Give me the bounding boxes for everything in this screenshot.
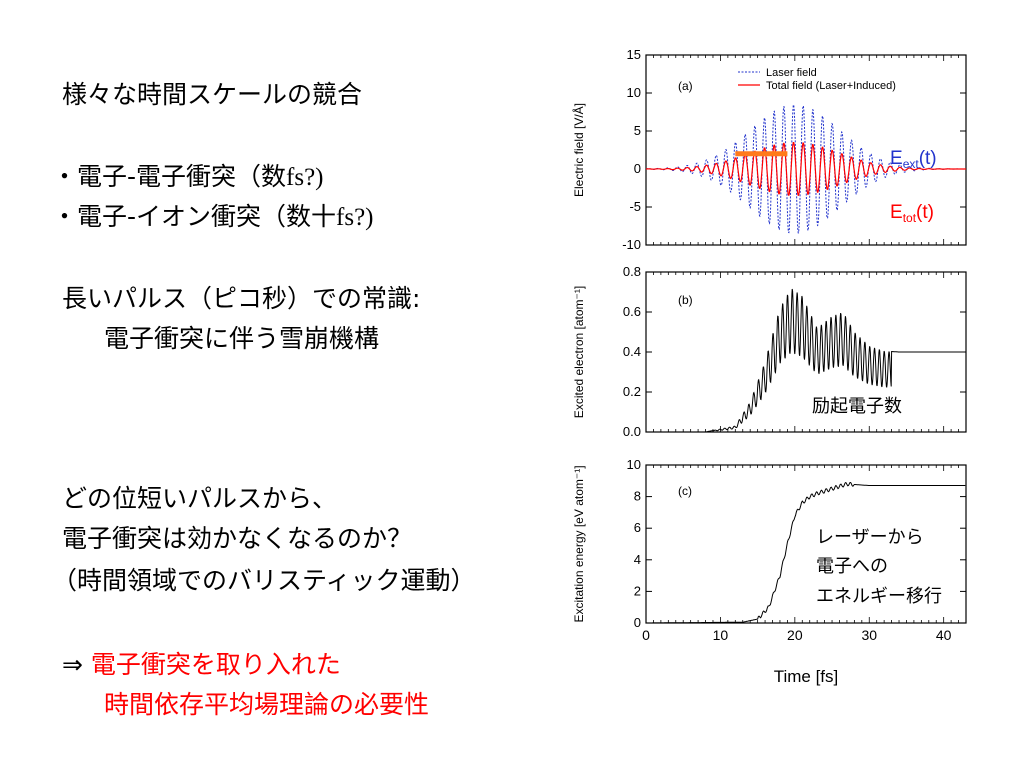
panel-c: 0 2 4 6 8 10 0 10 20 30 40 (c) レーザーから 電子への エネルギー移…	[572, 457, 967, 686]
xtick-label: 20	[787, 627, 803, 643]
conclusion-red-2: 時間依存平均場理論の必要性	[104, 690, 430, 719]
implies-arrow: ⇒	[62, 650, 83, 679]
panel-c-xticks: 0 10 20 30 40	[642, 465, 967, 643]
bullet-electron-ion: ・電子-イオン衝突（数十fs?)	[52, 202, 374, 233]
energy-transfer-line-1: レーザーから	[816, 527, 924, 547]
panel-b-label: (b)	[678, 293, 693, 307]
topic-title: 様々な時間スケールの競合	[62, 80, 363, 109]
ytick-label: 0.4	[623, 344, 641, 359]
label-e-ext: Eext(t)	[890, 148, 937, 171]
total-field-line	[646, 142, 966, 196]
ytick-label: 0	[634, 615, 641, 630]
conclusion-red-1: 電子衝突を取り入れた	[90, 650, 341, 679]
panel-c-ylabel: Excitation energy [eV atom⁻¹]	[572, 465, 586, 622]
excited-electron-line	[646, 288, 966, 433]
question-line-1: どの位短いパルスから、	[62, 484, 338, 513]
xtick-label: 10	[713, 627, 729, 643]
label-e-tot: Etot(t)	[890, 202, 934, 225]
ytick-label: 10	[627, 85, 641, 100]
ytick-label: 15	[627, 47, 641, 62]
ytick-label: 2	[634, 583, 641, 598]
ytick-label: -10	[622, 237, 641, 252]
panel-a-frame	[645, 54, 967, 246]
panel-c-frame	[645, 464, 967, 624]
ytick-label: 0.8	[623, 264, 641, 279]
ytick-label: 10	[627, 457, 641, 472]
avalanche-mechanism-text: 電子衝突に伴う雪崩機構	[104, 324, 380, 353]
legend-laser-text: Laser field	[766, 67, 817, 79]
legend-total-text: Total field (Laser+Induced)	[766, 80, 896, 92]
bullet-electron-electron-fs: fs?)	[286, 164, 324, 191]
ytick-label: -5	[629, 199, 641, 214]
ytick-label: 0.0	[623, 424, 641, 439]
bullet-electron-electron: ・電子-電子衝突（数fs?)	[52, 162, 324, 193]
x-axis-label: Time [fs]	[774, 667, 839, 686]
ytick-label: 0	[634, 161, 641, 176]
ytick-label: 0.6	[623, 304, 641, 319]
panel-b-yticks: 0.0 0.2 0.4 0.6 0.8	[623, 264, 966, 439]
ytick-label: 8	[634, 489, 641, 504]
excitation-energy-line	[646, 481, 966, 624]
panel-b: 0.0 0.2 0.4 0.6 0.8 (b) 励起電子数 Excited electr…	[572, 264, 967, 439]
bullet-electron-electron-text: ・電子-電子衝突（数	[52, 162, 287, 191]
question-line-3: （時間領域でのバリスティック運動）	[52, 566, 476, 595]
ytick-label: 4	[634, 552, 641, 567]
question-line-2: 電子衝突は効かなくなるのか？	[62, 524, 413, 553]
panel-c-label: (c)	[678, 484, 692, 498]
bullet-electron-ion-fs: fs?)	[336, 204, 374, 231]
panel-c-yticks: 0 2 4 6 8 10	[627, 457, 966, 630]
xtick-label: 0	[642, 627, 650, 643]
panel-a: -10 -5 0 5 10 15 (a) Laser field Total field …	[571, 47, 967, 252]
conclusion-line-1: ⇒ 電子衝突を取り入れた	[62, 650, 341, 680]
energy-transfer-line-2: 電子への	[816, 556, 888, 576]
panel-b-ylabel: Excited electron [atom⁻¹]	[572, 286, 586, 418]
panel-a-label: (a)	[678, 79, 693, 93]
panel-a-xticks	[645, 55, 967, 245]
panel-a-ylabel: Electric field [V/Å]	[571, 103, 586, 197]
ytick-label: 5	[634, 123, 641, 138]
xtick-label: 40	[936, 627, 952, 643]
ytick-label: 6	[634, 520, 641, 535]
bullet-electron-ion-text: ・電子-イオン衝突（数十	[52, 202, 337, 231]
common-knowledge-heading: 長いパルス（ピコ秒）での常識:	[62, 284, 421, 313]
excited-electron-annotation: 励起電子数	[812, 396, 902, 416]
figure-three-panels: -10 -5 0 5 10 15 (a) Laser field Total field …	[571, 47, 967, 686]
energy-transfer-line-3: エネルギー移行	[816, 586, 942, 606]
xtick-label: 30	[861, 627, 877, 643]
panel-a-yticks: -10 -5 0 5 10 15	[622, 47, 966, 252]
ytick-label: 0.2	[623, 384, 641, 399]
